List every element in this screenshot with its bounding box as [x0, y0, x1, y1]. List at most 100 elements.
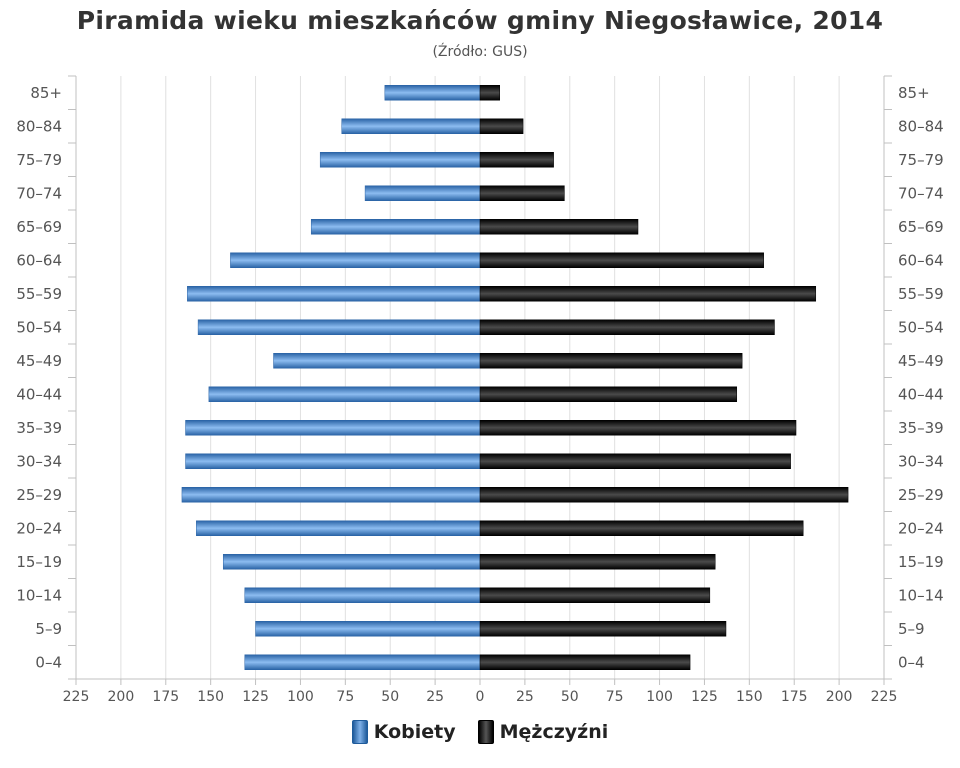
- y-category-label-right: 10–14: [898, 586, 944, 604]
- x-tick-label: 50: [561, 689, 579, 705]
- bar-mezczyzni[interactable]: [479, 487, 849, 503]
- y-category-label-right: 80–84: [898, 117, 944, 135]
- y-category-label-left: 75–79: [16, 151, 62, 169]
- bar-kobiety[interactable]: [273, 353, 481, 369]
- grid: [68, 75, 892, 685]
- bars: [181, 85, 849, 670]
- x-tick-label: 75: [336, 689, 354, 705]
- x-tick-label: 200: [826, 689, 853, 705]
- x-tick-label: 75: [606, 689, 624, 705]
- bar-mezczyzni[interactable]: [479, 353, 743, 369]
- legend-swatch-kobiety: [351, 720, 368, 744]
- y-category-label-left: 50–54: [16, 318, 62, 336]
- y-category-label-right: 60–64: [898, 251, 944, 269]
- bar-mezczyzni[interactable]: [479, 386, 738, 402]
- bar-mezczyzni[interactable]: [479, 654, 691, 670]
- y-category-label-left: 0–4: [35, 653, 62, 671]
- y-category-label-left: 45–49: [16, 352, 62, 370]
- y-category-label-left: 35–39: [16, 419, 62, 437]
- bar-kobiety[interactable]: [185, 453, 481, 469]
- x-tick-label: 100: [646, 689, 673, 705]
- y-category-label-right: 0–4: [898, 653, 925, 671]
- y-category-label-right: 15–19: [898, 553, 944, 571]
- bar-kobiety[interactable]: [187, 286, 481, 302]
- bar-kobiety[interactable]: [244, 587, 481, 603]
- y-category-label-right: 40–44: [898, 385, 944, 403]
- bar-mezczyzni[interactable]: [479, 420, 797, 436]
- bar-mezczyzni[interactable]: [479, 587, 711, 603]
- y-category-label-left: 30–34: [16, 452, 62, 470]
- bar-mezczyzni[interactable]: [479, 554, 716, 570]
- bar-mezczyzni[interactable]: [479, 621, 727, 637]
- y-category-label-left: 15–19: [16, 553, 62, 571]
- y-category-label-left: 25–29: [16, 486, 62, 504]
- bar-kobiety[interactable]: [196, 520, 481, 536]
- legend-label-kobiety: Kobiety: [373, 721, 456, 743]
- y-category-label-left: 5–9: [35, 620, 62, 638]
- y-category-label-right: 85+: [898, 84, 930, 102]
- y-category-label-left: 70–74: [16, 184, 62, 202]
- y-category-label-left: 80–84: [16, 117, 62, 135]
- y-category-label-right: 70–74: [898, 184, 944, 202]
- x-tick-label: 125: [242, 689, 269, 705]
- y-category-label-right: 45–49: [898, 352, 944, 370]
- legend-item-mezczyzni[interactable]: Mężczyźni: [477, 720, 609, 744]
- x-tick-label: 225: [63, 689, 90, 705]
- legend: Kobiety Mężczyźni: [0, 720, 960, 744]
- x-tick-label: 150: [197, 689, 224, 705]
- legend-item-kobiety[interactable]: Kobiety: [351, 720, 456, 744]
- axis-labels: 225 200 175 150 125 100 75 50 25 0 25 50 75 100 125 150…: [16, 84, 943, 705]
- y-category-label-right: 55–59: [898, 285, 944, 303]
- bar-kobiety[interactable]: [185, 420, 481, 436]
- y-category-label-right: 5–9: [898, 620, 925, 638]
- bar-kobiety[interactable]: [364, 185, 481, 201]
- bar-mezczyzni[interactable]: [479, 319, 775, 335]
- chart-subtitle: (Źródło: GUS): [432, 44, 528, 60]
- bar-mezczyzni[interactable]: [479, 520, 804, 536]
- bar-kobiety[interactable]: [197, 319, 481, 335]
- y-category-label-right: 30–34: [898, 452, 944, 470]
- bar-mezczyzni[interactable]: [479, 185, 565, 201]
- bar-kobiety[interactable]: [255, 621, 481, 637]
- legend-label-mezczyzni: Mężczyźni: [499, 721, 609, 743]
- bar-kobiety[interactable]: [244, 654, 481, 670]
- y-category-label-right: 50–54: [898, 318, 944, 336]
- bar-kobiety[interactable]: [222, 554, 481, 570]
- bar-mezczyzni[interactable]: [479, 219, 639, 235]
- bar-mezczyzni[interactable]: [479, 286, 817, 302]
- bar-kobiety[interactable]: [341, 118, 481, 134]
- bar-mezczyzni[interactable]: [479, 152, 554, 168]
- bar-mezczyzni[interactable]: [479, 85, 501, 101]
- y-category-label-left: 40–44: [16, 385, 62, 403]
- bar-mezczyzni[interactable]: [479, 453, 791, 469]
- x-tick-label: 50: [381, 689, 399, 705]
- x-tick-label: 200: [108, 689, 135, 705]
- y-category-label-right: 25–29: [898, 486, 944, 504]
- bar-kobiety[interactable]: [319, 152, 481, 168]
- chart-title: Piramida wieku mieszkańców gminy Niegosł…: [76, 6, 884, 35]
- y-category-label-right: 35–39: [898, 419, 944, 437]
- y-category-label-right: 65–69: [898, 218, 944, 236]
- y-category-label-left: 10–14: [16, 586, 62, 604]
- x-tick-label: 25: [426, 689, 444, 705]
- x-tick-label: 150: [736, 689, 763, 705]
- x-tick-label: 225: [871, 689, 898, 705]
- x-tick-label: 175: [152, 689, 179, 705]
- x-tick-label: 100: [287, 689, 314, 705]
- x-tick-label: 175: [781, 689, 808, 705]
- y-category-label-right: 75–79: [898, 151, 944, 169]
- legend-swatch-mezczyzni: [477, 720, 494, 744]
- y-category-label-left: 65–69: [16, 218, 62, 236]
- x-tick-label: 0: [476, 689, 485, 705]
- x-tick-label: 25: [516, 689, 534, 705]
- bar-kobiety[interactable]: [310, 219, 481, 235]
- bar-kobiety[interactable]: [181, 487, 481, 503]
- bar-mezczyzni[interactable]: [479, 252, 764, 268]
- bar-kobiety[interactable]: [384, 85, 481, 101]
- y-category-label-left: 20–24: [16, 519, 62, 537]
- bar-kobiety[interactable]: [230, 252, 481, 268]
- bar-mezczyzni[interactable]: [479, 118, 524, 134]
- bar-kobiety[interactable]: [208, 386, 481, 402]
- y-category-label-left: 85+: [30, 84, 62, 102]
